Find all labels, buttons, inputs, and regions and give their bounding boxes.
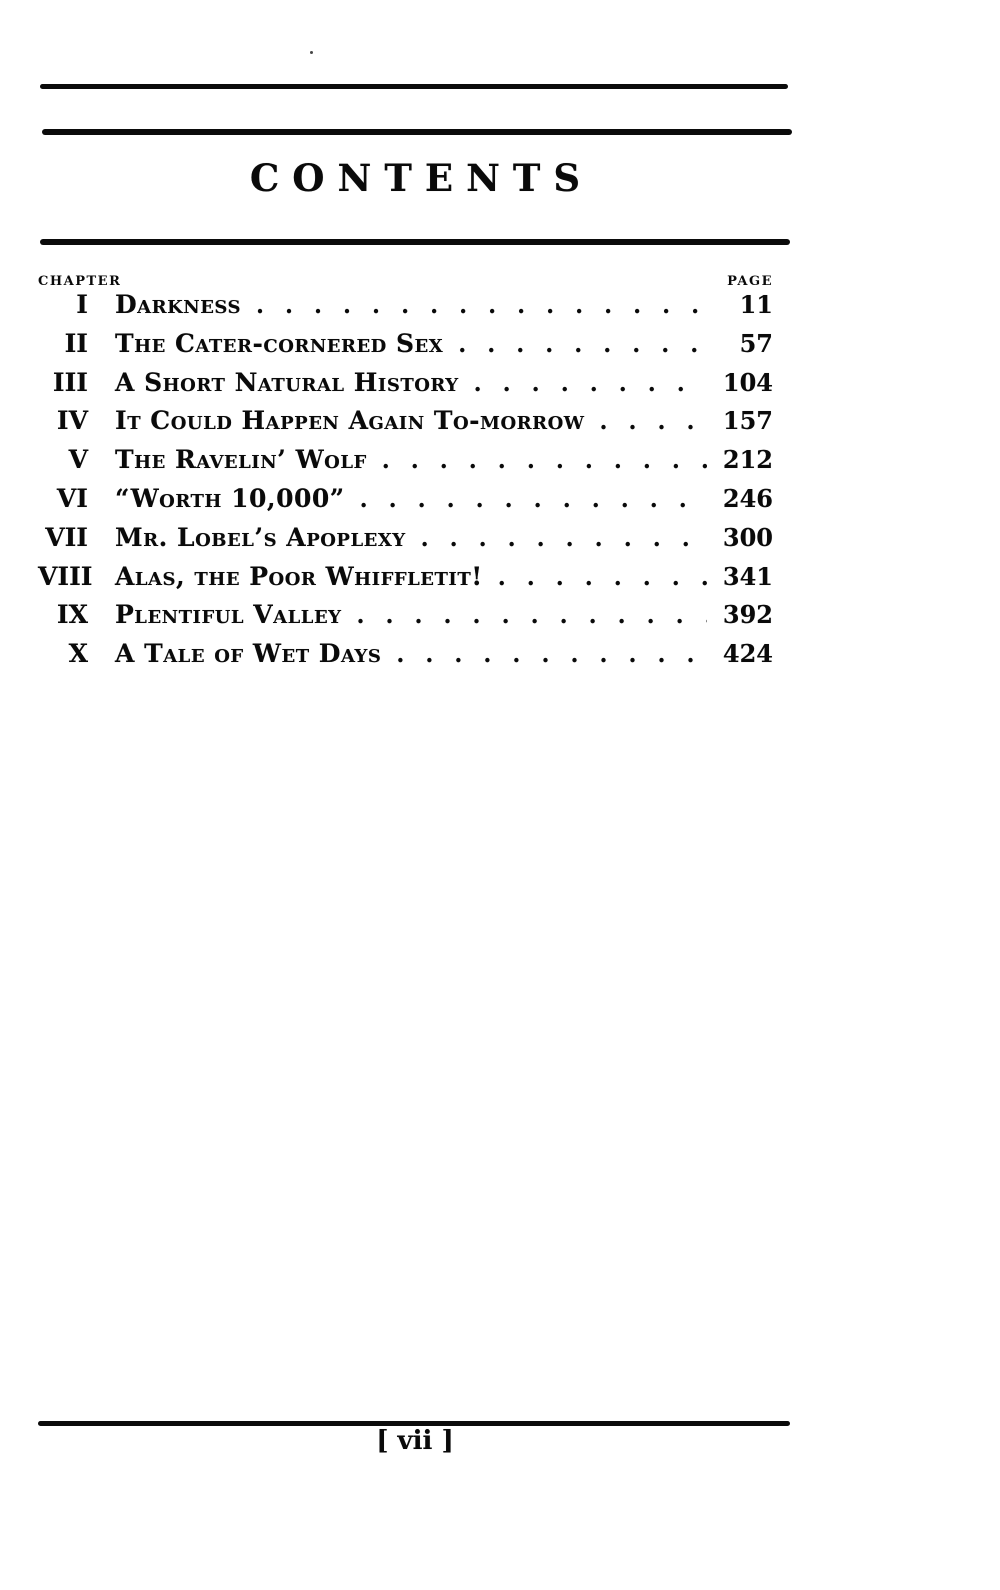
toc-entry: IX Plentiful Valley ....................… bbox=[38, 596, 773, 635]
chapter-title: A Short Natural History bbox=[115, 367, 459, 397]
dot-leader: ........................................ bbox=[473, 369, 707, 397]
chapter-title: A Tale of Wet Days bbox=[115, 639, 382, 669]
page-number: 212 bbox=[722, 445, 773, 475]
toc-list: I Darkness .............................… bbox=[38, 286, 773, 674]
dot-leader: ........................................ bbox=[599, 408, 707, 436]
toc-entry: VIII Alas, the Poor Whiffletit! ........… bbox=[38, 558, 773, 597]
toc-entry: X A Tale of Wet Days ...................… bbox=[38, 635, 773, 674]
chapter-numeral: IV bbox=[56, 406, 88, 436]
page-folio: [ vii ] bbox=[376, 1426, 454, 1456]
page-number: 246 bbox=[722, 483, 773, 513]
chapter-numeral: IX bbox=[56, 600, 88, 630]
page-number: 392 bbox=[722, 600, 773, 630]
page-number: 57 bbox=[739, 328, 773, 358]
page-number: 11 bbox=[739, 290, 773, 319]
chapter-title: The Cater-cornered Sex bbox=[115, 328, 444, 358]
chapter-title: Darkness bbox=[115, 290, 242, 319]
chapter-numeral: II bbox=[64, 328, 88, 358]
toc-entry: IV It Could Happen Again To-morrow .....… bbox=[38, 402, 773, 441]
footer-rule bbox=[38, 1421, 790, 1426]
chapter-title: Alas, the Poor Whiffletit! bbox=[115, 561, 483, 591]
page-number: 341 bbox=[722, 561, 773, 591]
chapter-title: “Worth 10,000” bbox=[115, 483, 345, 513]
toc-entry: VI “Worth 10,000” ......................… bbox=[38, 480, 773, 519]
chapter-numeral: V bbox=[68, 445, 88, 475]
dot-leader: ........................................ bbox=[359, 485, 707, 513]
dot-leader: ........................................ bbox=[458, 330, 707, 358]
dot-leader: ........................................ bbox=[396, 641, 707, 669]
chapter-title: It Could Happen Again To-morrow bbox=[115, 406, 585, 436]
dot-leader: ........................................ bbox=[497, 563, 707, 591]
title-underline-rule bbox=[40, 239, 790, 245]
toc-entry: II The Cater-cornered Sex ..............… bbox=[38, 325, 773, 364]
chapter-title: The Ravelin’ Wolf bbox=[115, 445, 367, 475]
chapter-title: Mr. Lobel’s Apoplexy bbox=[115, 522, 406, 552]
chapter-numeral: III bbox=[52, 367, 88, 397]
top-rule-lower bbox=[42, 129, 792, 135]
toc-column-headers: CHAPTER PAGE bbox=[38, 274, 773, 289]
chapter-numeral: I bbox=[76, 290, 88, 319]
dot-leader: ........................................ bbox=[420, 524, 707, 552]
chapter-column-header: CHAPTER bbox=[38, 274, 122, 289]
chapter-numeral: X bbox=[68, 639, 88, 669]
page-number: 300 bbox=[722, 522, 773, 552]
page-title: CONTENTS bbox=[249, 156, 594, 200]
dot-leader: ........................................ bbox=[381, 447, 707, 475]
toc-entry: I Darkness .............................… bbox=[38, 286, 773, 325]
top-rule-upper bbox=[40, 84, 788, 89]
toc-entry: III A Short Natural History ............… bbox=[38, 364, 773, 403]
chapter-numeral: VIII bbox=[38, 561, 93, 591]
dot-leader: ........................................ bbox=[356, 602, 707, 630]
page-number: 424 bbox=[722, 639, 773, 669]
chapter-numeral: VI bbox=[56, 483, 88, 513]
chapter-title: Plentiful Valley bbox=[115, 600, 342, 630]
toc-entry: V The Ravelin’ Wolf ....................… bbox=[38, 441, 773, 480]
chapter-numeral: VII bbox=[45, 522, 88, 552]
page-column-header: PAGE bbox=[727, 274, 773, 289]
toc-entry: VII Mr. Lobel’s Apoplexy ...............… bbox=[38, 519, 773, 558]
page-number: 104 bbox=[722, 367, 773, 397]
scan-speck bbox=[310, 51, 313, 54]
dot-leader: ........................................ bbox=[256, 292, 707, 319]
page-number: 157 bbox=[722, 406, 773, 436]
